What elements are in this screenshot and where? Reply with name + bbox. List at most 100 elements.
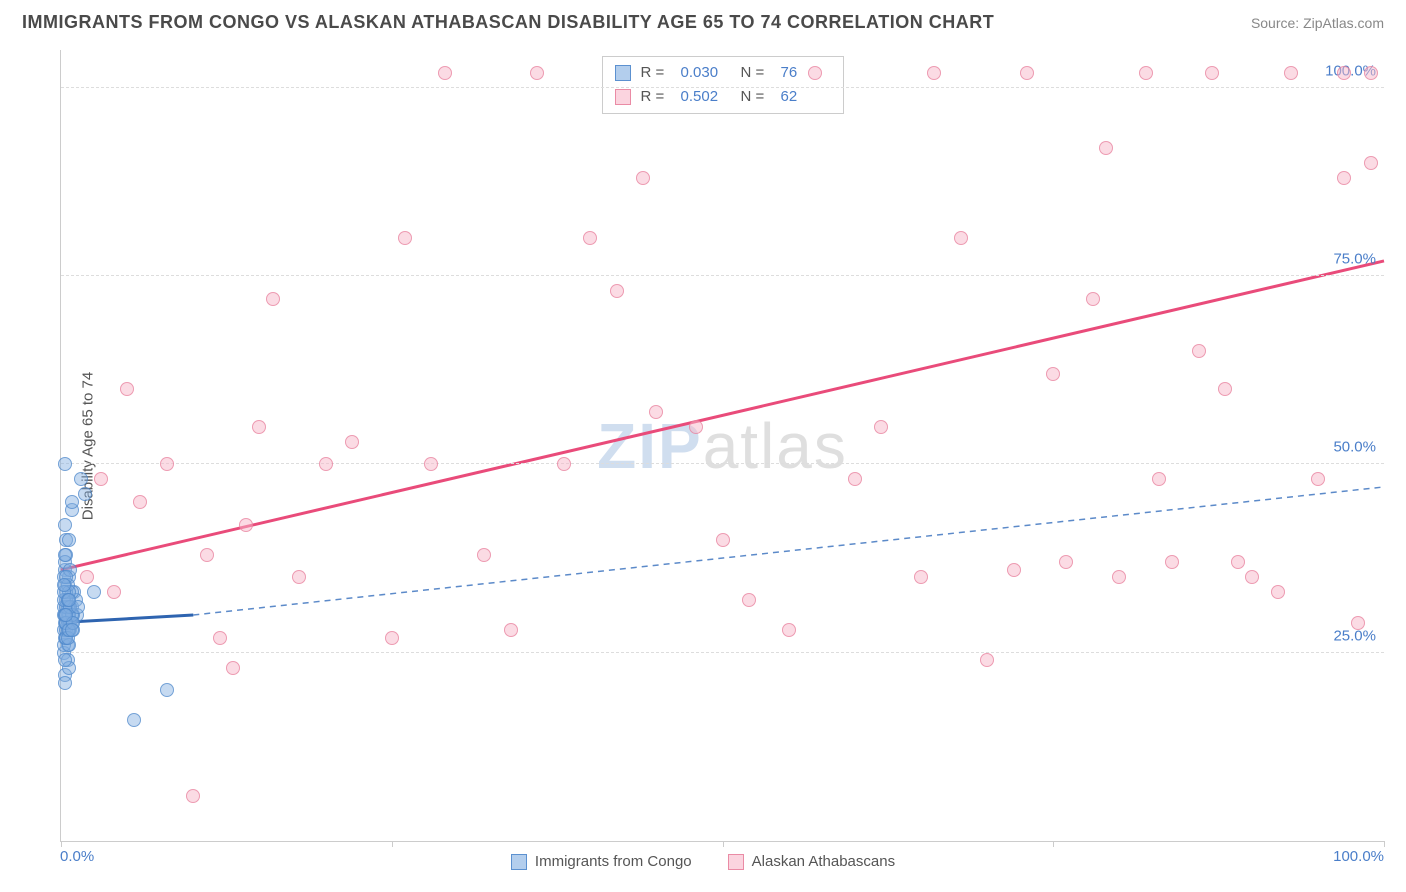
- data-point: [74, 472, 88, 486]
- data-point: [1020, 66, 1034, 80]
- data-point: [1311, 472, 1325, 486]
- n-label: N =: [741, 61, 771, 85]
- n-value-pink: 62: [781, 85, 831, 109]
- swatch-pink-icon: [615, 89, 631, 105]
- data-point: [1231, 555, 1245, 569]
- data-point: [78, 487, 92, 501]
- data-point: [58, 457, 72, 471]
- swatch-pink-icon: [728, 854, 744, 870]
- legend-label-blue: Immigrants from Congo: [535, 853, 692, 870]
- y-tick-label: 75.0%: [1333, 251, 1376, 268]
- y-tick-label: 50.0%: [1333, 439, 1376, 456]
- data-point: [583, 231, 597, 245]
- data-point: [716, 533, 730, 547]
- trend-line: [193, 487, 1384, 615]
- data-point: [65, 495, 79, 509]
- data-point: [1337, 171, 1351, 185]
- data-point: [58, 518, 72, 532]
- chart-source: Source: ZipAtlas.com: [1251, 15, 1384, 31]
- x-tick: [1053, 841, 1054, 847]
- data-point: [226, 661, 240, 675]
- series-legend: Immigrants from Congo Alaskan Athabascan…: [0, 853, 1406, 870]
- data-point: [266, 292, 280, 306]
- data-point: [160, 683, 174, 697]
- data-point: [1364, 66, 1378, 80]
- data-point: [133, 495, 147, 509]
- data-point: [649, 405, 663, 419]
- data-point: [200, 548, 214, 562]
- data-point: [398, 231, 412, 245]
- data-point: [530, 66, 544, 80]
- chart-area: Disability Age 65 to 74 ZIPatlas R = 0.0…: [22, 50, 1384, 842]
- data-point: [689, 420, 703, 434]
- legend-item-pink: Alaskan Athabascans: [728, 853, 895, 870]
- legend-row-blue: R = 0.030 N = 76: [615, 61, 831, 85]
- data-point: [385, 631, 399, 645]
- plot-region: ZIPatlas R = 0.030 N = 76 R = 0.502 N = …: [60, 50, 1384, 842]
- data-point: [160, 457, 174, 471]
- gridline: [61, 652, 1384, 653]
- legend-item-blue: Immigrants from Congo: [511, 853, 692, 870]
- data-point: [1152, 472, 1166, 486]
- data-point: [914, 570, 928, 584]
- data-point: [80, 570, 94, 584]
- data-point: [742, 593, 756, 607]
- swatch-blue-icon: [511, 854, 527, 870]
- data-point: [557, 457, 571, 471]
- data-point: [127, 713, 141, 727]
- data-point: [782, 623, 796, 637]
- data-point: [186, 789, 200, 803]
- x-tick: [1384, 841, 1385, 847]
- data-point: [120, 382, 134, 396]
- data-point: [636, 171, 650, 185]
- data-point: [808, 66, 822, 80]
- data-point: [848, 472, 862, 486]
- correlation-legend: R = 0.030 N = 76 R = 0.502 N = 62: [602, 56, 844, 114]
- data-point: [1139, 66, 1153, 80]
- data-point: [292, 570, 306, 584]
- data-point: [1205, 66, 1219, 80]
- data-point: [65, 623, 79, 637]
- chart-title: IMMIGRANTS FROM CONGO VS ALASKAN ATHABAS…: [22, 12, 994, 33]
- data-point: [477, 548, 491, 562]
- gridline: [61, 463, 1384, 464]
- data-point: [1007, 563, 1021, 577]
- y-tick-label: 25.0%: [1333, 627, 1376, 644]
- data-point: [319, 457, 333, 471]
- data-point: [87, 585, 101, 599]
- data-point: [1046, 367, 1060, 381]
- data-point: [213, 631, 227, 645]
- source-prefix: Source:: [1251, 15, 1303, 31]
- data-point: [1059, 555, 1073, 569]
- r-label: R =: [641, 85, 671, 109]
- data-point: [107, 585, 121, 599]
- data-point: [438, 66, 452, 80]
- data-point: [1086, 292, 1100, 306]
- data-point: [345, 435, 359, 449]
- data-point: [62, 533, 76, 547]
- swatch-blue-icon: [615, 65, 631, 81]
- source-name: ZipAtlas.com: [1303, 15, 1384, 31]
- data-point: [610, 284, 624, 298]
- data-point: [1192, 344, 1206, 358]
- data-point: [58, 548, 72, 562]
- n-value-blue: 76: [781, 61, 831, 85]
- legend-row-pink: R = 0.502 N = 62: [615, 85, 831, 109]
- data-point: [58, 653, 72, 667]
- data-point: [1351, 616, 1365, 630]
- x-tick: [723, 841, 724, 847]
- data-point: [1218, 382, 1232, 396]
- r-label: R =: [641, 61, 671, 85]
- gridline: [61, 275, 1384, 276]
- data-point: [424, 457, 438, 471]
- chart-header: IMMIGRANTS FROM CONGO VS ALASKAN ATHABAS…: [0, 0, 1406, 41]
- data-point: [927, 66, 941, 80]
- data-point: [1337, 66, 1351, 80]
- data-point: [1284, 66, 1298, 80]
- n-label: N =: [741, 85, 771, 109]
- data-point: [57, 578, 71, 592]
- gridline: [61, 87, 1384, 88]
- legend-label-pink: Alaskan Athabascans: [752, 853, 895, 870]
- data-point: [1099, 141, 1113, 155]
- trend-lines: [61, 50, 1384, 841]
